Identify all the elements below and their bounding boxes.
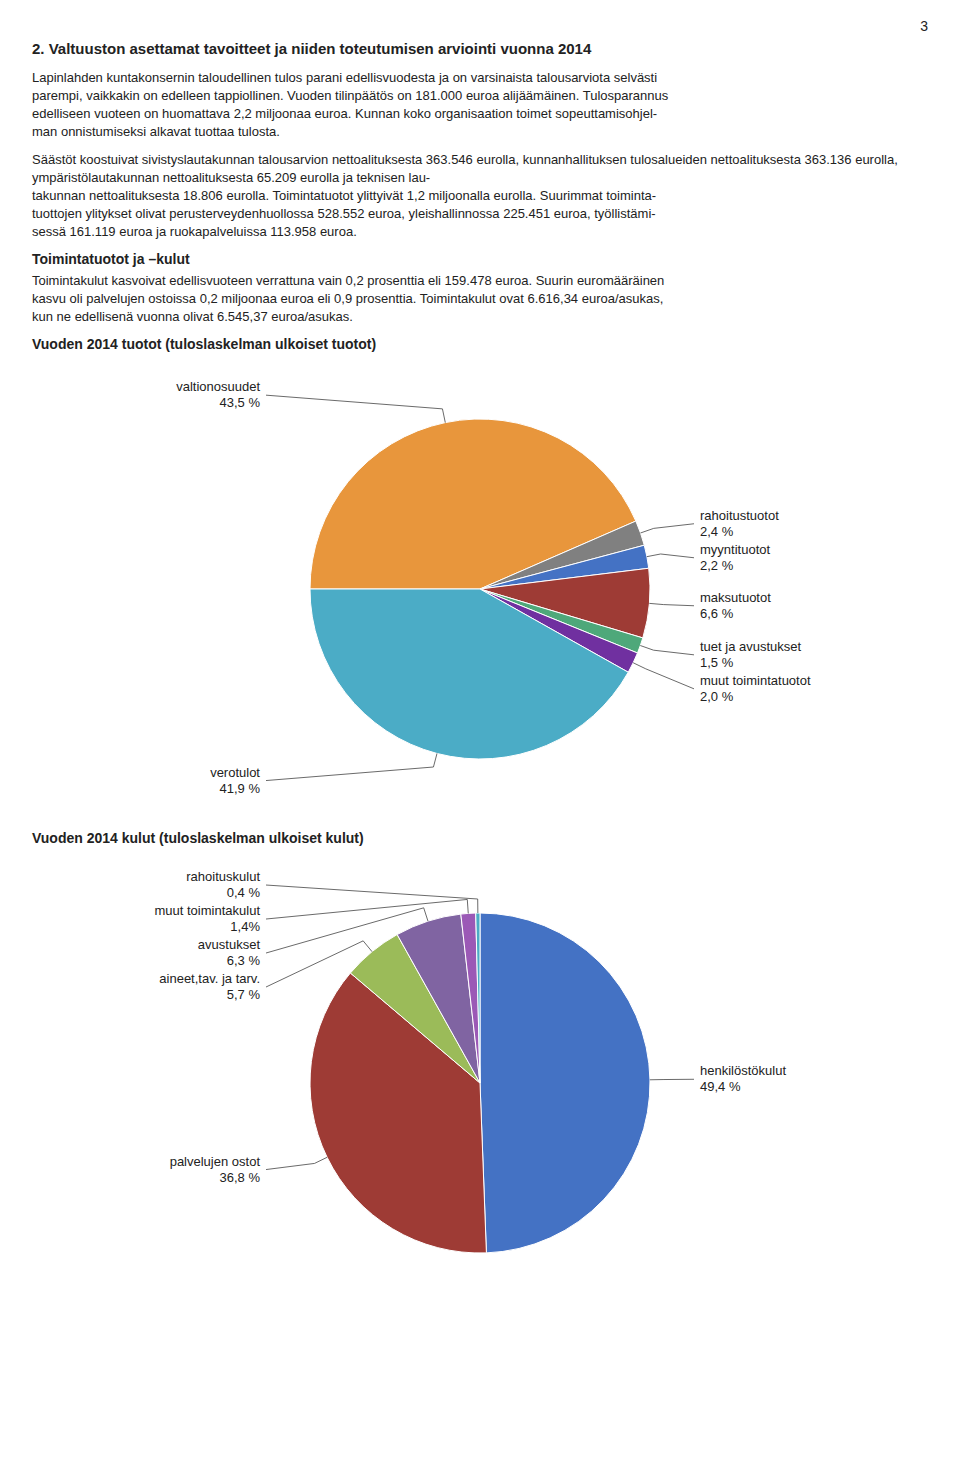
- slice-category: tuet ja avustukset: [700, 639, 802, 654]
- slices: [310, 419, 650, 759]
- pie-chart: henkilöstökulut49,4 % palvelujen ostot36,…: [32, 848, 928, 1318]
- pie-chart: valtionosuudet43,5 %rahoitustuotot2,4 %m…: [32, 354, 928, 824]
- pie-slice: [461, 913, 480, 1083]
- data-label: aineet,tav. ja tarv.5,7 %: [159, 971, 260, 1002]
- data-label: palvelujen ostot36,8 %: [170, 1154, 261, 1185]
- data-label: valtionosuudet43,5 %: [176, 379, 260, 410]
- pie-slice: [480, 913, 650, 1253]
- paragraph-line: edelliseen vuoteen on huomattava 2,2 mil…: [32, 105, 928, 123]
- leader-line: [633, 663, 694, 689]
- slice-category: myyntituotot: [700, 542, 770, 557]
- data-label: henkilöstökulut49,4 %: [700, 1063, 786, 1094]
- data-label: maksutuotot6,6 %: [700, 590, 771, 621]
- labels: valtionosuudet43,5 %rahoitustuotot2,4 %m…: [176, 379, 811, 795]
- leader-line: [266, 899, 468, 919]
- paragraph-line: kasvu oli palvelujen ostoissa 0,2 miljoo…: [32, 290, 928, 308]
- slice-value: 5,7 %: [227, 987, 261, 1002]
- slice-value: 1,5 %: [700, 655, 734, 670]
- slice-value: 1,4%: [230, 919, 260, 934]
- slices: [310, 913, 650, 1253]
- leader-line: [649, 603, 694, 605]
- slice-value: 2,2 %: [700, 558, 734, 573]
- slice-category: palvelujen ostot: [170, 1154, 261, 1169]
- pie-slice: [476, 913, 480, 1083]
- paragraph-line: takunnan nettoalituksesta 18.806 eurolla…: [32, 187, 928, 205]
- data-label: muut toimintakulut1,4%: [155, 903, 261, 934]
- slice-category: maksutuotot: [700, 590, 771, 605]
- slice-category: verotulot: [210, 765, 260, 780]
- slice-category: avustukset: [198, 937, 261, 952]
- slice-value: 43,5 %: [220, 395, 261, 410]
- labels: henkilöstökulut49,4 % palvelujen ostot36,…: [155, 869, 787, 1185]
- pie-slice: [310, 589, 628, 759]
- slice-category: aineet,tav. ja tarv.: [159, 971, 260, 986]
- slice-value: 36,8 %: [220, 1170, 261, 1185]
- text-block: Toimintatuotot ja –kulut Toimintakulut ka…: [32, 251, 928, 326]
- leader-line: [266, 885, 478, 913]
- data-label: muut toimintatuotot2,0 %: [700, 673, 811, 704]
- page-number: 3: [920, 18, 928, 36]
- leader-line: [266, 908, 428, 953]
- slice-value: 6,3 %: [227, 953, 261, 968]
- leader-line: [650, 1079, 694, 1081]
- data-label: rahoituskulut0,4 %: [186, 869, 260, 900]
- leader-line: [641, 524, 694, 533]
- slice-category: muut toimintakulut: [155, 903, 261, 918]
- slice-value: 2,4 %: [700, 524, 734, 539]
- leader-line: [266, 753, 437, 780]
- data-label: avustukset6,3 %: [198, 937, 261, 968]
- data-label: rahoitustuotot2,4 %: [700, 508, 779, 539]
- paragraph-line: parempi, vaikkakin on edelleen tappiolli…: [32, 87, 928, 105]
- slice-value: 2,0 %: [700, 689, 734, 704]
- page-title: 2. Valtuuston asettamat tavoitteet ja ni…: [32, 40, 928, 57]
- chart-title: Vuoden 2014 tuotot (tuloslaskelman ulkoi…: [32, 336, 928, 352]
- slice-value: 0,4 %: [227, 885, 261, 900]
- page: 3 2. Valtuuston asettamat tavoitteet ja n…: [0, 0, 960, 1318]
- data-label: myyntituotot2,2 %: [700, 542, 770, 573]
- text-block: Lapinlahden kuntakonsernin taloudellinen…: [32, 69, 928, 141]
- paragraph-line: Säästöt koostuivat sivistyslautakunnan t…: [32, 151, 928, 187]
- slice-category: muut toimintatuotot: [700, 673, 811, 688]
- leader-lines: [266, 885, 694, 1170]
- leader-line: [640, 646, 694, 655]
- leader-line: [266, 941, 372, 987]
- data-label: verotulot41,9 %: [210, 765, 260, 796]
- slice-value: 6,6 %: [700, 606, 734, 621]
- slice-category: rahoituskulut: [186, 869, 260, 884]
- paragraph-line: Toimintakulut kasvoivat edellisvuoteen v…: [32, 272, 928, 290]
- leader-line: [266, 1157, 327, 1169]
- subheading: Toimintatuotot ja –kulut: [32, 251, 928, 267]
- chart: Vuoden 2014 kulut (tuloslaskelman ulkois…: [32, 830, 928, 1318]
- slice-category: valtionosuudet: [176, 379, 260, 394]
- leader-line: [266, 395, 445, 422]
- page-header: 3: [32, 18, 928, 36]
- data-label: tuet ja avustukset1,5 %: [700, 639, 802, 670]
- chart: Vuoden 2014 tuotot (tuloslaskelman ulkoi…: [32, 336, 928, 824]
- slice-value: 41,9 %: [220, 781, 261, 796]
- slice-category: rahoitustuotot: [700, 508, 779, 523]
- leader-line: [647, 554, 694, 558]
- chart-title: Vuoden 2014 kulut (tuloslaskelman ulkois…: [32, 830, 928, 846]
- paragraph-line: man onnistumiseksi alkavat tuottaa tulos…: [32, 123, 928, 141]
- paragraph-line: sessä 161.119 euroa ja ruokapalveluissa …: [32, 223, 928, 241]
- slice-value: 49,4 %: [700, 1079, 741, 1094]
- paragraph-line: tuottojen ylitykset olivat perusterveyde…: [32, 205, 928, 223]
- paragraph-line: Lapinlahden kuntakonsernin taloudellinen…: [32, 69, 928, 87]
- leader-lines: [266, 395, 694, 780]
- paragraph-line: kun ne edellisenä vuonna olivat 6.545,37…: [32, 308, 928, 326]
- slice-category: henkilöstökulut: [700, 1063, 786, 1078]
- text-block: Säästöt koostuivat sivistyslautakunnan t…: [32, 151, 928, 241]
